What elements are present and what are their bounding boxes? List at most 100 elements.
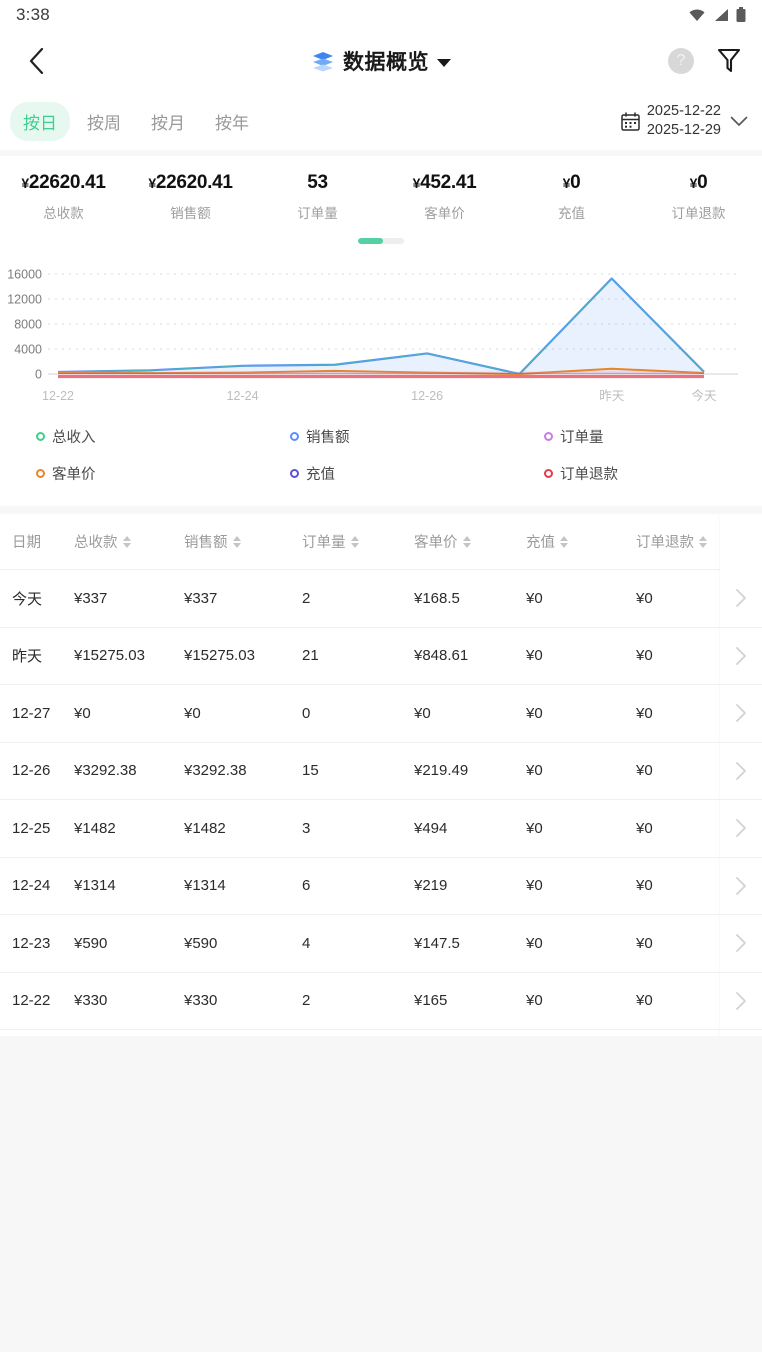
stat-refund[interactable]: ¥0 订单退款 (635, 172, 762, 222)
col-header-label: 销售额 (184, 535, 228, 551)
cell-avg_order: ¥848.61 (414, 647, 469, 665)
tab-by-week[interactable]: 按周 (87, 113, 121, 133)
stat-label: 订单退款 (671, 206, 726, 221)
legend-item-refund[interactable]: 订单退款 (508, 463, 762, 484)
chevron-right-icon (736, 761, 746, 780)
period-tabs: 按日 按周 按月 按年 (10, 101, 262, 141)
col-header-orders[interactable]: 订单量 (302, 531, 414, 552)
sort-icon[interactable] (350, 535, 359, 548)
sort-icon[interactable] (232, 535, 241, 548)
stat-label: 充值 (558, 206, 585, 221)
stat-total-received[interactable]: ¥22620.41 总收款 (0, 172, 127, 222)
legend-item-recharge[interactable]: 充值 (254, 463, 508, 484)
table-row[interactable]: 昨天 ¥15275.03 ¥15275.03 21 ¥848.61 ¥0 ¥0 (0, 628, 762, 685)
sort-icon[interactable] (699, 535, 707, 548)
stats-scroll-indicator[interactable] (358, 238, 404, 244)
cell-avg_order: ¥168.5 (414, 589, 460, 607)
row-detail-button[interactable] (720, 628, 762, 685)
cell-sales: ¥590 (184, 934, 218, 952)
cell-date: 12-26 (12, 762, 51, 780)
stat-amount: 22620.41 (28, 172, 106, 193)
cell-refund: ¥0 (636, 589, 653, 607)
cell-date: 今天 (12, 590, 43, 608)
status-icons (688, 7, 746, 23)
table-row[interactable]: 12-26 ¥3292.38 ¥3292.38 15 ¥219.49 ¥0 ¥0 (0, 743, 762, 800)
stat-avg-order[interactable]: ¥452.41 客单价 (381, 172, 508, 222)
row-detail-button[interactable] (720, 685, 762, 742)
svg-text:16000: 16000 (7, 268, 42, 282)
cell-recharge: ¥0 (526, 819, 543, 837)
table-row[interactable]: 12-23 ¥590 ¥590 4 ¥147.5 ¥0 ¥0 (0, 915, 762, 973)
stat-value: ¥0 (635, 172, 762, 194)
col-header-avg-order[interactable]: 客单价 (414, 531, 526, 552)
legend-item-total-income[interactable]: 总收入 (0, 426, 254, 447)
currency-symbol: ¥ (412, 175, 421, 191)
cell-recharge: ¥0 (526, 877, 543, 895)
table-row[interactable]: 12-25 ¥1482 ¥1482 3 ¥494 ¥0 ¥0 (0, 800, 762, 858)
cell-orders: 21 (302, 647, 319, 665)
col-header-sales[interactable]: 销售额 (184, 531, 302, 552)
row-detail-button[interactable] (720, 973, 762, 1030)
cell-sales: ¥1314 (184, 877, 226, 895)
summary-stats-card: ¥22620.41 总收款 ¥22620.41 销售额 53 订单量 ¥452.… (0, 156, 762, 252)
col-header-label: 客单价 (414, 535, 458, 551)
stat-amount: 0 (697, 172, 708, 193)
summary-stats-row[interactable]: ¥22620.41 总收款 ¥22620.41 销售额 53 订单量 ¥452.… (0, 172, 762, 222)
date-range-picker[interactable]: 2025-12-22 2025-12-29 (621, 102, 748, 140)
legend-item-sales[interactable]: 销售额 (254, 426, 508, 447)
legend-label: 销售额 (306, 430, 350, 446)
stats-scroll-thumb[interactable] (358, 238, 384, 244)
nav-actions: ? (668, 47, 742, 75)
cell-total_received: ¥337 (74, 589, 108, 607)
stat-recharge[interactable]: ¥0 充值 (508, 172, 635, 222)
filter-funnel-icon[interactable] (716, 47, 742, 75)
row-detail-button[interactable] (720, 858, 762, 915)
cell-total_received: ¥1314 (74, 877, 116, 895)
svg-text:4000: 4000 (14, 343, 42, 357)
table-row[interactable]: 12-24 ¥1314 ¥1314 6 ¥219 ¥0 ¥0 (0, 858, 762, 915)
chevron-down-icon[interactable] (730, 116, 748, 127)
legend-item-avg-order[interactable]: 客单价 (0, 463, 254, 484)
stat-label: 订单量 (297, 206, 338, 221)
tab-by-year[interactable]: 按年 (215, 113, 249, 133)
cell-avg_order: ¥147.5 (414, 934, 460, 952)
legend-row: 客单价 充值 订单退款 (0, 463, 762, 484)
trend-chart[interactable]: 0 4000 8000 12000 16000 12-22 12-24 12-26 昨天 今天 (0, 262, 762, 412)
svg-text:12000: 12000 (7, 293, 42, 307)
cell-date: 昨天 (12, 648, 43, 666)
row-detail-button[interactable] (720, 800, 762, 857)
table-row[interactable]: 今天 ¥337 ¥337 2 ¥168.5 ¥0 ¥0 (0, 570, 762, 628)
row-detail-button[interactable] (720, 915, 762, 972)
table-row[interactable]: 12-27 ¥0 ¥0 0 ¥0 ¥0 ¥0 (0, 685, 762, 743)
caret-down-icon[interactable] (437, 58, 451, 67)
col-header-recharge[interactable]: 充值 (526, 531, 636, 552)
cell-date: 12-24 (12, 877, 51, 895)
sort-icon[interactable] (462, 535, 471, 548)
sort-icon[interactable] (122, 535, 131, 548)
cell-date: 12-25 (12, 819, 51, 837)
chevron-right-icon (736, 991, 746, 1010)
cell-orders: 15 (302, 762, 319, 780)
stat-sales[interactable]: ¥22620.41 销售额 (127, 172, 254, 222)
tab-by-day[interactable]: 按日 (10, 101, 70, 141)
row-detail-button[interactable] (720, 743, 762, 800)
nav-title-group[interactable]: 数据概览 (0, 46, 762, 76)
col-header-refund[interactable]: 订单退款 (636, 531, 741, 552)
tab-by-month[interactable]: 按月 (151, 113, 185, 133)
cell-avg_order: ¥494 (414, 819, 448, 837)
help-icon[interactable]: ? (668, 48, 694, 74)
back-button[interactable] (20, 44, 54, 78)
col-header-label: 日期 (12, 535, 41, 551)
stat-label: 总收款 (43, 206, 84, 221)
cell-date: 12-22 (12, 992, 51, 1010)
calendar-icon (621, 111, 640, 131)
stat-orders[interactable]: 53 订单量 (254, 172, 381, 222)
cell-orders: 4 (302, 934, 311, 952)
legend-dot-icon (544, 432, 553, 441)
col-header-total-received[interactable]: 总收款 (74, 531, 184, 552)
stat-amount: 22620.41 (155, 172, 233, 193)
sort-icon[interactable] (560, 535, 568, 548)
legend-item-orders[interactable]: 订单量 (508, 426, 762, 447)
table-row[interactable]: 12-22 ¥330 ¥330 2 ¥165 ¥0 ¥0 (0, 973, 762, 1030)
row-detail-button[interactable] (720, 570, 762, 627)
